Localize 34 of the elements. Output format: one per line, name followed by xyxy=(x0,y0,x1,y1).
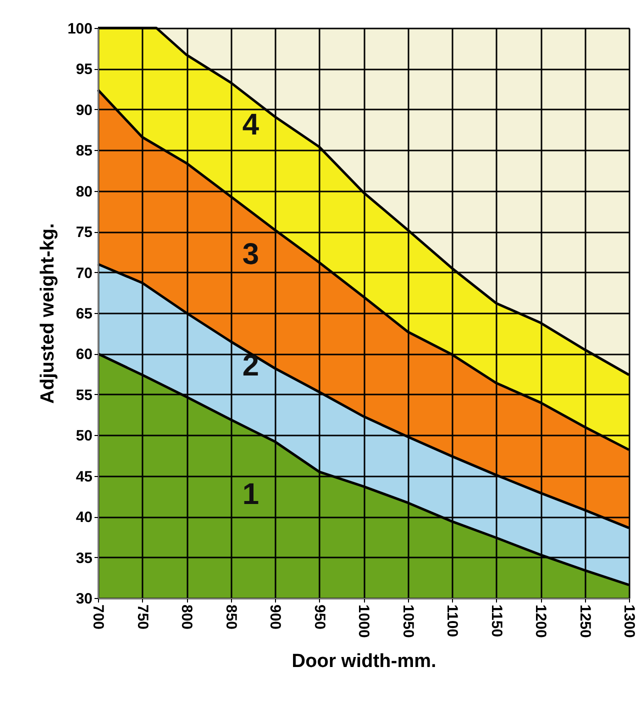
x-tick-label: 1200 xyxy=(532,604,549,638)
y-tick-label: 60 xyxy=(76,346,92,364)
y-tick-label: 55 xyxy=(76,386,92,404)
x-tick-label: 700 xyxy=(90,604,106,630)
y-axis-title: Adjusted weight-kg. xyxy=(37,223,58,404)
y-tick-label: 40 xyxy=(76,509,92,526)
x-tick-label: 1150 xyxy=(488,604,505,638)
x-tick-label: 1050 xyxy=(399,604,416,638)
x-tick-label: 750 xyxy=(134,604,151,630)
y-tick-label: 75 xyxy=(76,224,92,242)
series-label: 3 xyxy=(242,238,260,272)
y-tick-label: 30 xyxy=(76,590,92,608)
x-tick-label: 1300 xyxy=(620,604,638,638)
x-tick-label: 800 xyxy=(178,604,195,630)
series-label: 2 xyxy=(242,350,260,383)
x-tick-label: 1100 xyxy=(444,604,460,638)
x-tick-label: 850 xyxy=(222,604,240,630)
y-tick-label: 70 xyxy=(76,264,92,282)
y-tick-label: 50 xyxy=(76,428,92,445)
y-tick-label: 85 xyxy=(76,142,92,160)
series-label: 1 xyxy=(242,478,260,511)
y-tick-label: 100 xyxy=(67,20,92,38)
x-tick-label: 1000 xyxy=(355,604,372,638)
y-tick-label: 65 xyxy=(76,306,92,322)
y-tick-label: 90 xyxy=(76,102,92,119)
series-label: 4 xyxy=(242,108,260,142)
y-tick-label: 35 xyxy=(76,550,92,567)
x-axis-title: Door width-mm. xyxy=(292,650,436,672)
x-tick-label: 900 xyxy=(266,604,284,630)
y-tick-label: 95 xyxy=(76,61,92,78)
y-tick-label: 45 xyxy=(76,468,92,486)
y-tick-label: 80 xyxy=(76,183,92,200)
x-tick-label: 1250 xyxy=(576,604,594,638)
x-tick-label: 950 xyxy=(310,604,328,630)
